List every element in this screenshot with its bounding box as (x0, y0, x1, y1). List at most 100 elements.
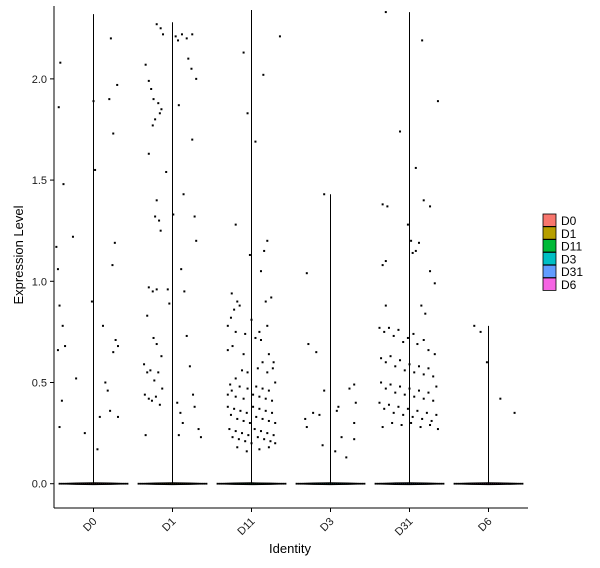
zero-point (118, 482, 121, 485)
data-point (154, 215, 157, 218)
data-point (258, 395, 261, 398)
data-point (384, 304, 387, 307)
data-point (416, 409, 419, 412)
zero-point (400, 482, 403, 485)
data-point (255, 385, 258, 388)
zero-point (459, 482, 462, 485)
zero-point (505, 482, 508, 485)
data-point (234, 430, 237, 433)
data-point (144, 63, 147, 66)
legend-swatch (542, 213, 557, 227)
data-point (152, 336, 155, 339)
zero-point (463, 482, 466, 485)
zero-point (313, 482, 316, 485)
violin-group (374, 11, 445, 486)
zero-point (234, 482, 237, 485)
data-point (98, 415, 101, 418)
legend-swatch (542, 239, 557, 253)
zero-point (499, 482, 502, 485)
zero-point (335, 482, 338, 485)
data-point (430, 419, 433, 422)
data-point (144, 434, 147, 437)
data-point (432, 399, 435, 402)
data-point (414, 249, 417, 252)
zero-point (297, 482, 300, 485)
zero-point (100, 482, 103, 485)
data-point (158, 403, 161, 406)
data-point (427, 391, 430, 394)
zero-point (153, 482, 156, 485)
violin-group (295, 193, 366, 486)
data-point (381, 203, 384, 206)
zero-point (386, 482, 389, 485)
zero-point (181, 482, 184, 485)
zero-point (402, 482, 405, 485)
data-point (191, 33, 194, 36)
zero-point (272, 482, 275, 485)
zero-point (424, 482, 427, 485)
data-point (383, 330, 386, 333)
zero-point (519, 482, 522, 485)
data-point (246, 112, 249, 115)
zero-point (418, 482, 421, 485)
data-point (61, 324, 64, 327)
legend-item: D11 (542, 239, 582, 254)
data-point (389, 355, 392, 358)
zero-point (347, 482, 350, 485)
zero-point (404, 482, 407, 485)
data-point (254, 140, 257, 143)
data-point (417, 241, 420, 244)
data-point (406, 407, 409, 410)
data-point (412, 332, 415, 335)
zero-point (491, 482, 494, 485)
zero-point (349, 482, 352, 485)
data-point (149, 369, 152, 372)
data-point (242, 353, 245, 356)
zero-point (380, 482, 383, 485)
zero-point (351, 482, 354, 485)
data-point (394, 391, 397, 394)
data-point (267, 419, 270, 422)
data-point (421, 39, 424, 42)
zero-point (483, 482, 486, 485)
data-point (228, 428, 231, 431)
zero-point (473, 482, 476, 485)
zero-point (141, 482, 144, 485)
zero-point (414, 482, 417, 485)
data-point (226, 324, 229, 327)
legend-swatch (542, 277, 557, 291)
data-point (267, 389, 270, 392)
data-point (432, 375, 435, 378)
data-point (425, 411, 428, 414)
data-point (143, 393, 146, 396)
zero-point (218, 482, 221, 485)
zero-point (110, 482, 113, 485)
data-point (263, 249, 266, 252)
data-point (55, 245, 58, 248)
data-point (236, 300, 239, 303)
data-point (174, 35, 177, 38)
data-point (238, 385, 241, 388)
data-point (345, 456, 348, 459)
data-point (262, 73, 265, 76)
zero-point (197, 482, 200, 485)
zero-point (430, 482, 433, 485)
zero-point (266, 482, 269, 485)
zero-point (457, 482, 460, 485)
data-point (92, 100, 95, 103)
zero-point (406, 482, 409, 485)
data-point (264, 409, 267, 412)
zero-point (309, 482, 312, 485)
zero-point (254, 482, 257, 485)
zero-point (191, 482, 194, 485)
zero-point (179, 482, 182, 485)
zero-point (230, 482, 233, 485)
zero-point (199, 482, 202, 485)
data-point (266, 432, 269, 435)
data-point (264, 300, 267, 303)
data-point (176, 401, 179, 404)
data-point (236, 417, 239, 420)
data-point (187, 57, 190, 60)
data-point (408, 387, 411, 390)
